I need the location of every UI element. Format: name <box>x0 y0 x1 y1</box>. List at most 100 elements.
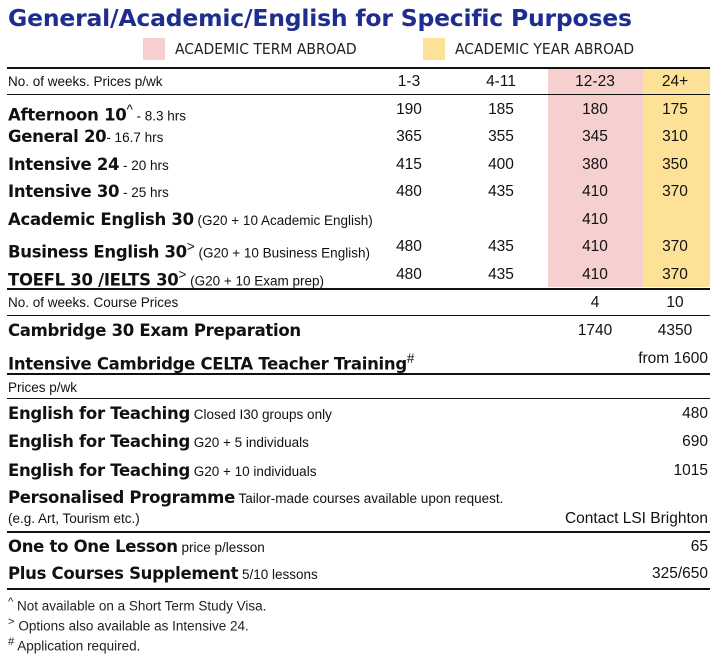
course-detail: (G20 + 10 Academic English) <box>193 213 373 228</box>
teaching-header-row: Prices p/wk <box>8 375 710 401</box>
footnote: ^ Not available on a Short Term Study Vi… <box>8 596 266 614</box>
price-cell: 1015 <box>673 462 708 479</box>
course-label: Plus Courses Supplement 5/10 lessons <box>8 561 318 588</box>
table-row: General 20- 16.7 hrs 365 355 345 310 <box>8 124 710 150</box>
course-label: Intensive 30 - 25 hrs <box>8 179 169 206</box>
course-detail: - 8.3 hrs <box>132 108 187 124</box>
price-cell: 480 <box>396 238 422 255</box>
weekly-col-2: 4-11 <box>486 73 516 90</box>
course-detail: 5/10 lessons <box>238 567 318 582</box>
price-cell: 410 <box>582 211 608 228</box>
course-label: General 20- 16.7 hrs <box>8 124 163 151</box>
course-detail: G20 + 5 individuals <box>189 435 309 450</box>
course-detail: price p/lesson <box>177 540 265 555</box>
weekly-col-3: 12-23 <box>575 73 615 90</box>
table-row: Personalised Programme Tailor-made cours… <box>8 485 710 511</box>
course-label: Intensive Cambridge CELTA Teacher Traini… <box>8 346 414 378</box>
price-cell: 310 <box>662 128 688 145</box>
price-cell: 435 <box>488 238 514 255</box>
price-cell: 350 <box>662 156 688 173</box>
price-cell: 1740 <box>577 322 613 339</box>
course-name: Intensive Cambridge CELTA Teacher Traini… <box>8 354 407 374</box>
course-detail: (G20 + 10 Business English) <box>194 245 370 261</box>
footnote-mark: > <box>178 267 187 282</box>
price-cell: 380 <box>582 156 608 173</box>
footnote-mark: > <box>186 239 195 254</box>
course-name: Business English 30 <box>8 242 187 262</box>
price-cell: 370 <box>662 183 688 200</box>
footnote-text: Options also available as Intensive 24. <box>14 618 249 634</box>
legend-term-label: ACADEMIC TERM ABROAD <box>175 40 357 58</box>
course-header-label: No. of weeks. Course Prices <box>8 295 179 310</box>
table-row: TOEFL 30 /IELTS 30> (G20 + 10 Exam prep)… <box>8 262 710 289</box>
rule-top <box>7 67 710 69</box>
price-cell: 690 <box>682 433 708 450</box>
price-cell: 325/650 <box>651 565 708 582</box>
term-column-highlight <box>548 69 643 287</box>
course-name: Plus Courses Supplement <box>8 564 239 583</box>
price-cell: 345 <box>582 128 608 145</box>
footnote: # Application required. <box>8 636 140 654</box>
price-cell: 435 <box>488 183 514 200</box>
table-row: Plus Courses Supplement 5/10 lessons 325… <box>8 561 710 587</box>
rule-teaching-header <box>7 398 710 399</box>
price-cell: from 1600 <box>638 350 708 367</box>
price-cell: 185 <box>488 101 514 118</box>
course-name: Personalised Programme <box>8 488 235 507</box>
price-cell: 410 <box>582 183 608 200</box>
rule-teaching <box>7 373 710 375</box>
course-detail: (G20 + 10 Exam prep) <box>186 273 325 289</box>
rule-weekly-header <box>7 94 710 95</box>
weekly-col-1: 1-3 <box>397 73 421 90</box>
price-cell: 180 <box>582 101 608 118</box>
price-cell: 190 <box>396 101 422 118</box>
course-name: Afternoon 10 <box>8 105 127 125</box>
rule-course <box>7 288 710 290</box>
table-row: English for Teaching Closed I30 groups o… <box>8 401 710 427</box>
price-cell: 355 <box>488 128 514 145</box>
course-detail: - 20 hrs <box>119 158 169 173</box>
price-cell: Contact LSI Brighton <box>564 510 708 527</box>
weekly-header-row: No. of weeks. Prices p/wk 1-3 4-11 12-23… <box>8 69 710 95</box>
course-name: General 20 <box>8 127 107 146</box>
course-detail: (e.g. Art, Tourism etc.) <box>8 511 140 526</box>
course-detail: - 25 hrs <box>119 185 169 200</box>
footnote: > Options also available as Intensive 24… <box>8 616 249 634</box>
price-cell: 175 <box>662 101 688 118</box>
footnote-text: Application required. <box>14 638 141 654</box>
course-detail: G20 + 10 individuals <box>189 464 317 479</box>
course-name: English for Teaching <box>8 461 190 480</box>
course-name: English for Teaching <box>8 404 190 423</box>
course-label: Personalised Programme Tailor-made cours… <box>8 485 503 512</box>
course-name: English for Teaching <box>8 432 190 451</box>
price-cell: 400 <box>488 156 514 173</box>
price-cell: 410 <box>582 266 608 283</box>
course-detail: Tailor-made courses available upon reque… <box>234 491 504 506</box>
table-row: Business English 30> (G20 + 10 Business … <box>8 234 710 262</box>
price-cell: 65 <box>690 538 708 555</box>
course-label: TOEFL 30 /IELTS 30> (G20 + 10 Exam prep) <box>8 262 324 294</box>
course-detail: Closed I30 groups only <box>189 407 332 422</box>
footnote-mark: # <box>8 636 15 648</box>
course-label: Intensive 24 - 20 hrs <box>8 152 169 179</box>
legend-year: ACADEMIC YEAR ABROAD <box>423 38 634 60</box>
price-cell: 480 <box>682 405 708 422</box>
page-title: General/Academic/English for Specific Pu… <box>8 4 632 32</box>
footnote-mark: ^ <box>126 102 133 117</box>
year-column-highlight <box>643 69 710 287</box>
rule-course-header <box>7 315 710 316</box>
legend-year-label: ACADEMIC YEAR ABROAD <box>455 40 635 58</box>
price-cell: 480 <box>396 183 422 200</box>
course-label: One to One Lesson price p/lesson <box>8 534 265 561</box>
footnote-mark: > <box>8 616 15 628</box>
legend-term: ACADEMIC TERM ABROAD <box>143 38 357 60</box>
course-name: Academic English 30 <box>8 210 194 229</box>
table-row: English for Teaching G20 + 10 individual… <box>8 458 710 484</box>
price-cell: 415 <box>396 156 422 173</box>
table-row: Intensive 30 - 25 hrs 480 435 410 370 <box>8 179 710 205</box>
price-cell: 480 <box>396 266 422 283</box>
teaching-header-label: Prices p/wk <box>8 380 78 395</box>
course-name: Intensive 30 <box>8 182 120 201</box>
price-cell: 370 <box>662 238 688 255</box>
footnote-mark: # <box>406 351 415 366</box>
